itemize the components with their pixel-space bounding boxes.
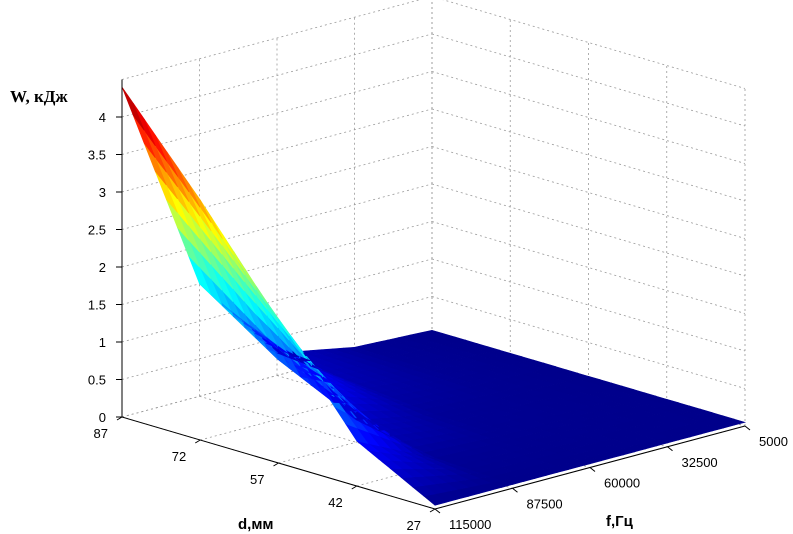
gridline-z-back: [431, 296, 746, 389]
tick-labels: 0 0.5 1 1.5 2 2.5 3 3.5 4 87 72 57 42 27 115000 87500 60…: [88, 110, 788, 533]
z-tick-label: 3.5: [88, 148, 106, 163]
gridline-z-back: [442, 0, 746, 89]
z-tick-label: 1: [99, 335, 106, 350]
z-tick-label: 2: [99, 260, 106, 275]
gridline-z-left: [121, 221, 433, 305]
d-tick-mark: [273, 462, 279, 467]
d-tick-label: 57: [250, 472, 264, 487]
d-tick-mark: [194, 439, 201, 444]
gridline-d-floor: [121, 333, 433, 418]
f-tick-label: 5000: [759, 434, 788, 449]
d-tick-label: 72: [172, 449, 186, 464]
f-axis-label: f,Гц: [606, 513, 634, 530]
z-axis-label: W, кДж: [10, 87, 68, 106]
d-tick-label: 42: [328, 495, 342, 510]
f-tick-mark: [512, 487, 518, 493]
d-tick-mark: [351, 485, 358, 490]
f-tick-label: 32500: [682, 455, 718, 470]
gridline-z-back: [431, 71, 746, 164]
gridline-z-back: [431, 183, 746, 277]
f-tick-mark: [667, 446, 673, 452]
gridline-z-back: [431, 221, 746, 314]
z-tick-label: 0: [99, 410, 106, 425]
f-tick-mark: [434, 508, 441, 514]
z-tick-label: 4: [99, 110, 106, 125]
d-tick-mark: [116, 416, 123, 421]
f-tick-mark: [744, 425, 751, 431]
z-tick-label: 2.5: [88, 223, 106, 238]
d-axis-label: d,мм: [238, 516, 274, 533]
f-tick-label: 87500: [527, 496, 563, 511]
d-tick-mark: [429, 508, 436, 513]
z-tick-label: 1.5: [88, 298, 106, 313]
d-tick-label: 27: [407, 518, 421, 533]
z-tick-label: 3: [99, 185, 106, 200]
gridline-z-left: [121, 71, 433, 155]
f-tick-mark: [589, 467, 596, 472]
gridline-z-back: [431, 146, 746, 239]
z-tick-label: 0.5: [88, 373, 106, 388]
surface: [121, 86, 747, 506]
surface-patch: [121, 86, 145, 131]
d-tick-label: 87: [94, 426, 108, 441]
gridline-z-left: [121, 146, 433, 230]
gridline-z-left: [121, 0, 421, 80]
f-tick-label: 115000: [449, 517, 491, 532]
gridline-z-back: [431, 108, 746, 202]
gridline-z-back: [431, 33, 746, 127]
f-tick-label: 60000: [604, 476, 640, 491]
gridline-z-back: [431, 258, 746, 352]
